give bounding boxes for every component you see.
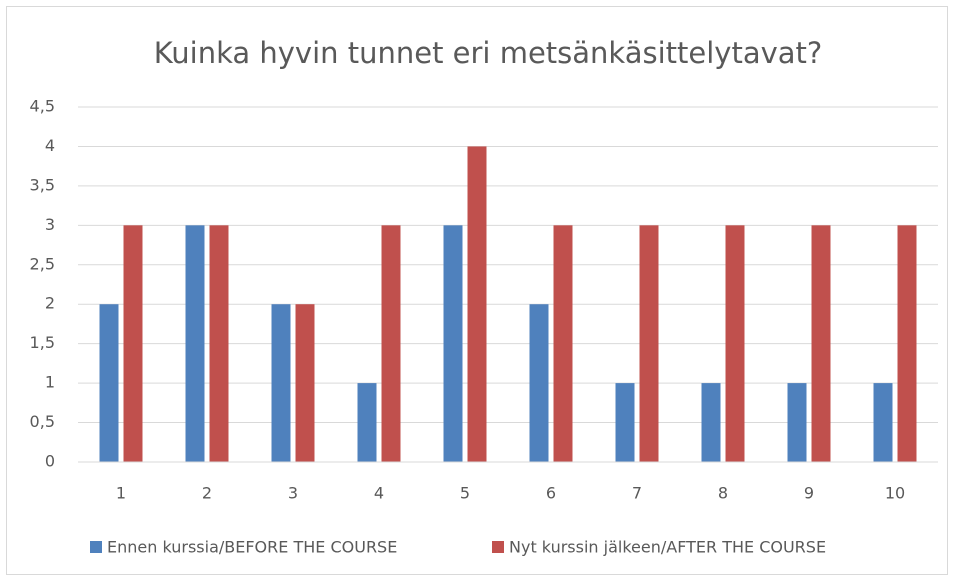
y-tick-label: 2 — [45, 294, 55, 313]
bar — [381, 225, 401, 462]
x-tick-label: 10 — [885, 484, 905, 503]
bar — [185, 225, 205, 462]
y-tick-label: 0,5 — [30, 412, 55, 431]
bar — [615, 383, 635, 462]
x-tick-label: 9 — [804, 484, 814, 503]
x-tick-label: 6 — [546, 484, 556, 503]
y-tick-label: 3 — [45, 215, 55, 234]
x-tick-label: 4 — [374, 484, 384, 503]
y-tick-label: 0 — [45, 452, 55, 471]
legend-label: Nyt kurssin jälkeen/AFTER THE COURSE — [509, 538, 826, 557]
x-tick-label: 7 — [632, 484, 642, 503]
legend-swatch — [90, 541, 102, 553]
bar — [897, 225, 917, 462]
y-tick-label: 3,5 — [30, 175, 55, 194]
bar — [725, 225, 745, 462]
bar — [639, 225, 659, 462]
y-tick-label: 4,5 — [30, 97, 55, 116]
y-tick-label: 1 — [45, 373, 55, 392]
x-tick-label: 1 — [116, 484, 126, 503]
chart-title: Kuinka hyvin tunnet eri metsänkäsittelyt… — [154, 36, 823, 70]
bar — [787, 383, 807, 462]
bar — [123, 225, 143, 462]
bar — [295, 304, 315, 462]
y-tick-label: 1,5 — [30, 333, 55, 352]
y-tick-label: 2,5 — [30, 254, 55, 273]
legend-label: Ennen kurssia/BEFORE THE COURSE — [107, 538, 397, 557]
bar — [467, 146, 487, 462]
bar — [701, 383, 721, 462]
x-tick-label: 8 — [718, 484, 728, 503]
x-tick-label: 5 — [460, 484, 470, 503]
y-tick-label: 4 — [45, 136, 55, 155]
bar — [553, 225, 573, 462]
legend-swatch — [492, 541, 504, 553]
bar — [443, 225, 463, 462]
bar — [529, 304, 549, 462]
bar — [357, 383, 377, 462]
bar — [271, 304, 291, 462]
bar — [811, 225, 831, 462]
bar — [99, 304, 119, 462]
bar — [209, 225, 229, 462]
bar — [873, 383, 893, 462]
x-tick-label: 2 — [202, 484, 212, 503]
x-tick-label: 3 — [288, 484, 298, 503]
